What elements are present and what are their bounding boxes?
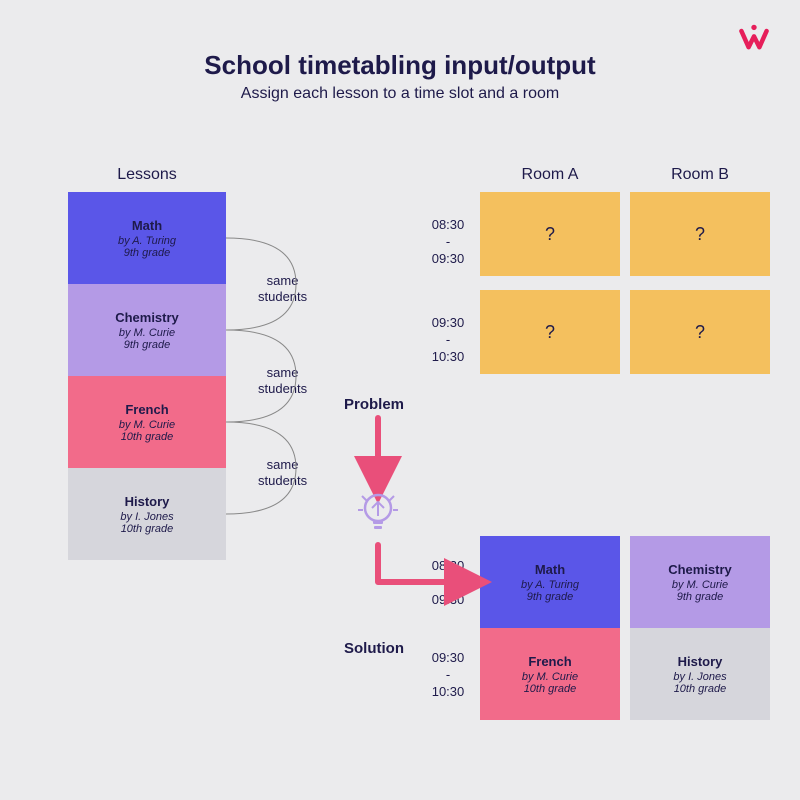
lesson-name: French — [528, 654, 571, 669]
lesson-name: Math — [535, 562, 565, 577]
lesson-card-chemistry: Chemistry by M. Curie9th grade — [68, 284, 226, 376]
lesson-name: French — [125, 402, 168, 417]
solution-cell-chemistry: Chemistry by M. Curie9th grade — [630, 536, 770, 628]
lesson-teacher: by M. Curie — [119, 419, 175, 431]
annotation-same-students-1: samestudents — [258, 273, 307, 304]
timeslot-label: 09:30-10:30 — [418, 315, 478, 366]
lesson-grade: 9th grade — [124, 247, 170, 259]
annotation-same-students-2: samestudents — [258, 365, 307, 396]
page-subtitle: Assign each lesson to a time slot and a … — [0, 85, 800, 103]
lesson-grade: 10th grade — [674, 683, 727, 695]
problem-cell: ? — [630, 290, 770, 374]
lesson-name: History — [125, 494, 170, 509]
timeslot-label: 08:30-09:30 — [418, 217, 478, 268]
annotation-same-students-3: samestudents — [258, 457, 307, 488]
lesson-card-math: Math by A. Turing9th grade — [68, 192, 226, 284]
placeholder-qmark: ? — [695, 322, 705, 343]
problem-cell: ? — [630, 192, 770, 276]
lesson-teacher: by M. Curie — [119, 327, 175, 339]
col-head-room-a: Room A — [480, 166, 620, 184]
lesson-grade: 10th grade — [524, 683, 577, 695]
lesson-teacher: by I. Jones — [673, 671, 726, 683]
lesson-teacher: by M. Curie — [672, 579, 728, 591]
timeslot-label: 09:30-10:30 — [418, 650, 478, 701]
lesson-name: Math — [132, 218, 162, 233]
page-title: School timetabling input/output — [0, 50, 800, 81]
lesson-grade: 10th grade — [121, 431, 174, 443]
lesson-teacher: by A. Turing — [118, 235, 176, 247]
solution-cell-french: French by M. Curie10th grade — [480, 628, 620, 720]
col-head-room-b: Room B — [630, 166, 770, 184]
timeslot-label: 08:30-09:30 — [418, 558, 478, 609]
lesson-grade: 9th grade — [527, 591, 573, 603]
lesson-grade: 10th grade — [121, 523, 174, 535]
col-head-lessons: Lessons — [68, 166, 226, 184]
solution-label: Solution — [344, 640, 404, 657]
lesson-name: Chemistry — [668, 562, 732, 577]
placeholder-qmark: ? — [545, 322, 555, 343]
lesson-teacher: by M. Curie — [522, 671, 578, 683]
lesson-teacher: by I. Jones — [120, 511, 173, 523]
lesson-name: History — [678, 654, 723, 669]
problem-cell: ? — [480, 192, 620, 276]
lesson-grade: 9th grade — [124, 339, 170, 351]
header: School timetabling input/output Assign e… — [0, 50, 800, 103]
solution-cell-history: History by I. Jones10th grade — [630, 628, 770, 720]
lesson-name: Chemistry — [115, 310, 179, 325]
lesson-grade: 9th grade — [677, 591, 723, 603]
placeholder-qmark: ? — [695, 224, 705, 245]
lesson-card-history: History by I. Jones10th grade — [68, 468, 226, 560]
lesson-teacher: by A. Turing — [521, 579, 579, 591]
placeholder-qmark: ? — [545, 224, 555, 245]
problem-label: Problem — [344, 396, 404, 413]
solution-cell-math: Math by A. Turing9th grade — [480, 536, 620, 628]
problem-cell: ? — [480, 290, 620, 374]
lesson-card-french: French by M. Curie10th grade — [68, 376, 226, 468]
